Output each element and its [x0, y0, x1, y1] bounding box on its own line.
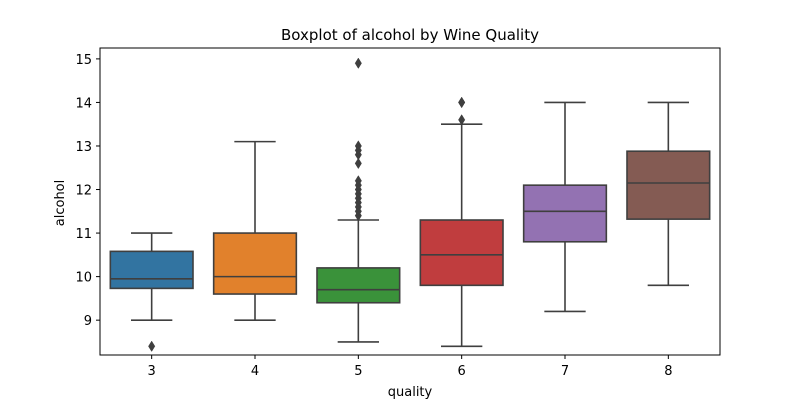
y-axis-label: alcohol	[53, 180, 68, 226]
outlier-point	[354, 140, 362, 152]
box-iqr	[522, 184, 608, 243]
x-tick-label: 8	[664, 364, 672, 379]
outlier-point	[458, 114, 466, 126]
box-iqr	[109, 250, 194, 290]
x-axis-label: quality	[388, 385, 433, 400]
box-iqr	[212, 232, 298, 295]
x-tick-label: 6	[458, 364, 466, 379]
outlier-point	[148, 340, 156, 352]
y-tick-label: 10	[75, 271, 92, 286]
outlier-point	[354, 157, 362, 170]
y-tick-label: 13	[75, 140, 92, 155]
box-iqr	[626, 150, 711, 220]
y-tick-label: 14	[75, 96, 92, 111]
x-tick-label: 7	[561, 364, 569, 379]
outlier-point	[354, 57, 362, 69]
x-tick-label: 3	[148, 364, 156, 379]
chart-title: Boxplot of alcohol by Wine Quality	[281, 26, 539, 44]
y-tick-label: 15	[75, 53, 92, 68]
box-iqr	[316, 267, 401, 304]
y-tick-label: 12	[75, 184, 92, 199]
y-tick-label: 11	[75, 227, 92, 242]
plot-area-frame	[99, 47, 721, 356]
x-tick-label: 4	[251, 364, 259, 379]
y-tick-label: 9	[84, 314, 92, 329]
outlier-point	[354, 175, 362, 187]
x-tick-label: 5	[354, 364, 362, 379]
box-iqr	[419, 219, 504, 287]
outlier-point	[458, 96, 466, 109]
chart-marks: 9 10 11 12 13 14 15 3 4 5 6 7 8	[75, 53, 711, 379]
